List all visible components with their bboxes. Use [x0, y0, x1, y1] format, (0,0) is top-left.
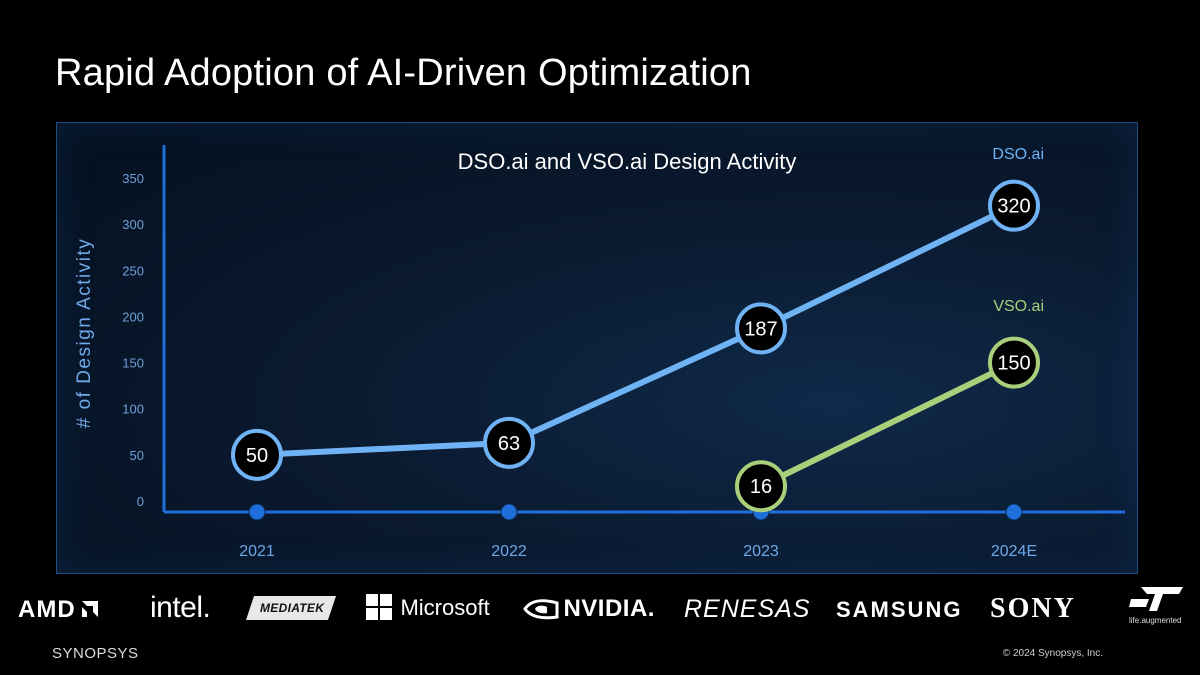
y-tick-label: 0	[137, 494, 144, 509]
copyright-text: © 2024 Synopsys, Inc.	[1002, 648, 1103, 659]
sony-logo: SONY	[990, 593, 1076, 624]
data-label: 50	[246, 445, 268, 467]
data-label: 16	[750, 476, 772, 498]
renesas-logo: RENESAS	[684, 595, 811, 623]
amd-logo: AMD	[18, 596, 100, 624]
y-tick-label: 150	[122, 356, 144, 371]
intel-logo: intel.	[150, 591, 211, 624]
chart-title: DSO.ai and VSO.ai Design Activity	[458, 149, 797, 174]
customer-logos: AMD intel. MEDIATEK Microsoft NVIDIA. RE…	[0, 585, 1200, 637]
data-point-marker	[988, 179, 1040, 232]
data-label: 187	[744, 318, 777, 340]
data-label: 63	[498, 433, 520, 455]
mediatek-logo: MEDIATEK	[246, 596, 336, 625]
microsoft-windows-icon	[366, 594, 392, 620]
data-point-marker	[483, 416, 535, 469]
samsung-logo: SAMSUNG	[836, 597, 963, 622]
y-tick-label: 300	[122, 217, 144, 232]
st-logo: life.augmented	[1127, 585, 1187, 633]
y-tick-label: 350	[122, 171, 144, 186]
data-label: 150	[997, 353, 1030, 375]
y-tick-label: 50	[130, 448, 144, 463]
data-point-marker	[735, 460, 787, 513]
x-tick-label: 2022	[491, 543, 527, 560]
line-chart: 0 50 100 150 200 250 300 350 # of Design Activit…	[74, 145, 1125, 560]
data-point-marker	[231, 428, 283, 481]
data-point-marker	[735, 302, 787, 355]
synopsys-logo: SYNOPSYS	[52, 645, 139, 662]
nvidia-logo: NVIDIA.	[523, 595, 655, 623]
nvidia-eye-icon	[523, 599, 559, 620]
x-axis-dot	[500, 503, 518, 521]
st-tagline: life.augmented	[1129, 616, 1182, 625]
x-axis-dot	[248, 503, 266, 521]
series-name-label: VSO.ai	[993, 298, 1044, 315]
series-name-label: DSO.ai	[992, 146, 1044, 163]
y-tick-label: 100	[122, 402, 144, 417]
amd-arrow-icon	[82, 601, 99, 617]
data-label: 320	[997, 196, 1030, 218]
y-axis-label: # of Design Activity	[74, 238, 95, 429]
series-line	[254, 202, 1017, 458]
st-mark-icon	[1129, 587, 1183, 611]
chart-panel: 0 50 100 150 200 250 300 350 # of Design Activit…	[56, 122, 1138, 574]
x-tick-label: 2024E	[991, 543, 1037, 560]
y-tick-label: 200	[122, 309, 144, 324]
slide-title: Rapid Adoption of AI-Driven Optimization	[55, 52, 752, 94]
microsoft-logo: Microsoft	[366, 594, 490, 621]
x-axis-dot	[1005, 503, 1023, 521]
data-point-marker	[988, 336, 1040, 389]
series-line	[758, 359, 1017, 490]
x-tick-label: 2021	[239, 543, 275, 560]
x-tick-label: 2023	[743, 543, 779, 560]
y-tick-label: 250	[122, 263, 144, 278]
